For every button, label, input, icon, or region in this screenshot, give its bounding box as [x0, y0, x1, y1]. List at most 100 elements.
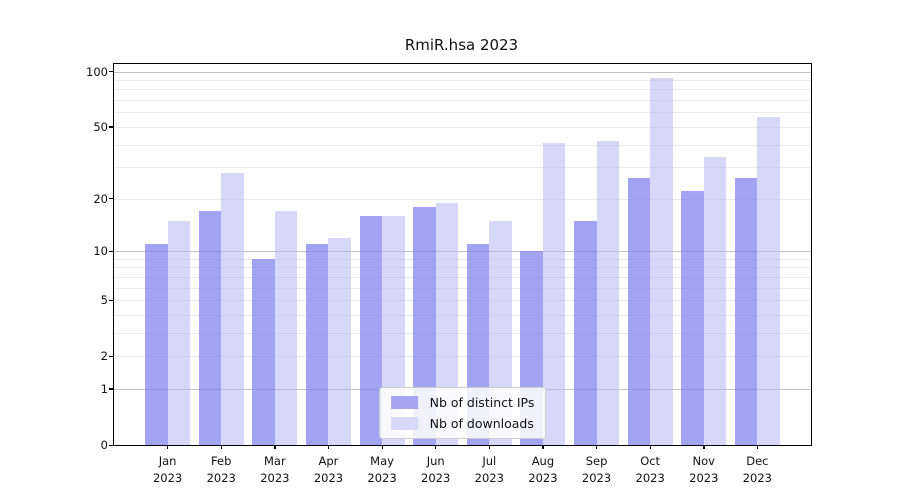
y-minor-gridline: [114, 126, 811, 128]
bar-distinct-ips-mar: [252, 258, 275, 445]
bar-downloads-jun: [435, 202, 459, 445]
y-tick-label: 5: [100, 293, 108, 308]
x-tick-mark: [274, 445, 276, 449]
bar-downloads-sep: [596, 140, 620, 445]
x-tick-mark: [649, 445, 651, 449]
bar-distinct-ips-feb: [198, 211, 222, 445]
x-tick-label: May 2023: [367, 453, 396, 488]
x-tick-label-line: 2023: [635, 471, 665, 486]
bar-downloads-feb: [221, 172, 244, 445]
y-tick-label: 10: [93, 244, 108, 258]
y-minor-gridline: [114, 198, 811, 200]
legend-row-distinct-ips: Nb of distinct IPs: [390, 395, 535, 410]
x-tick-mark: [435, 445, 437, 449]
y-major-gridline: [114, 251, 811, 252]
bar-distinct-ips-jan: [145, 243, 168, 445]
x-tick-label-line: Feb: [211, 454, 232, 468]
x-tick-label-line: Nov: [692, 454, 715, 468]
x-tick-label: Oct 2023: [636, 453, 665, 488]
downloads-swatch-icon: [390, 417, 418, 430]
x-tick-label: Mar 2023: [260, 453, 289, 488]
y-minor-gridline: [114, 287, 811, 289]
y-tick-mark: [108, 71, 113, 73]
x-tick-mark: [756, 445, 759, 449]
y-minor-gridline: [114, 332, 811, 334]
x-tick-label-line: 2023: [367, 471, 397, 486]
y-minor-gridline: [114, 258, 811, 260]
x-tick-mark: [542, 445, 544, 449]
y-tick-label: 1: [100, 381, 108, 396]
y-tick-mark: [108, 250, 113, 252]
bar-distinct-ips-oct: [627, 178, 651, 445]
bar-downloads-jan: [167, 220, 191, 445]
x-tick-label-line: Jul: [482, 454, 497, 468]
x-tick-label-line: Jan: [158, 454, 177, 468]
x-tick-label-line: Aug: [531, 454, 555, 468]
x-tick-label: Jul 2023: [475, 453, 504, 488]
x-tick-label-line: 2023: [528, 471, 558, 486]
bar-downloads-mar: [274, 211, 298, 445]
plot-area: 0 1 2 5 10 20 50 100 Jan 2023 Feb 2023 Mar 2023 Apr 202…: [86, 63, 812, 485]
x-tick-label-line: Apr: [318, 454, 339, 468]
x-tick-label-line: 2023: [742, 471, 773, 486]
x-tick-label-line: Mar: [263, 454, 286, 468]
legend-row-downloads: Nb of downloads: [390, 416, 535, 431]
y-tick-mark: [108, 388, 113, 390]
y-minor-gridline: [114, 112, 811, 114]
y-tick-label: 50: [93, 119, 108, 134]
x-tick-label-line: 2023: [206, 471, 236, 486]
bar-distinct-ips-apr: [305, 243, 329, 445]
y-minor-gridline: [114, 300, 811, 302]
y-tick-mark: [108, 126, 113, 128]
x-tick-label-line: 2023: [474, 471, 504, 486]
x-tick-label-line: 2023: [581, 471, 612, 486]
y-tick-mark: [108, 299, 113, 301]
legend-label-downloads: Nb of downloads: [429, 416, 534, 431]
x-tick-label: Apr 2023: [314, 453, 343, 488]
x-tick-mark: [327, 445, 330, 449]
y-tick-label: 100: [86, 64, 108, 79]
x-tick-label-line: Dec: [746, 454, 769, 468]
x-tick-label: Jun 2023: [421, 453, 450, 488]
x-tick-mark: [703, 445, 705, 449]
legend-label-distinct-ips: Nb of distinct IPs: [429, 395, 535, 410]
x-tick-mark: [596, 445, 598, 449]
x-tick-label-line: Jun: [426, 454, 445, 468]
x-tick-label: Feb 2023: [207, 453, 236, 488]
y-minor-gridline: [114, 314, 811, 316]
x-tick-label-line: 2023: [689, 471, 719, 486]
x-tick-label-line: 2023: [260, 471, 290, 486]
bar-distinct-ips-nov: [681, 191, 704, 445]
y-minor-gridline: [114, 144, 811, 146]
y-tick-mark: [108, 444, 113, 446]
bar-downloads-dec: [757, 116, 780, 445]
x-tick-mark: [167, 445, 169, 449]
bar-downloads-oct: [650, 78, 673, 445]
x-tick-label: Sep 2023: [582, 453, 611, 488]
y-tick-label: 2: [100, 349, 108, 364]
x-tick-label-line: Sep: [585, 454, 608, 468]
y-minor-gridline: [114, 267, 811, 269]
distinct-ips-swatch-icon: [390, 396, 418, 409]
legend: Nb of distinct IPs Nb of downloads: [378, 387, 547, 439]
y-tick-label: 0: [100, 438, 108, 452]
y-tick-mark: [108, 198, 113, 200]
y-tick-label: 20: [93, 191, 108, 206]
bar-downloads-nov: [703, 157, 727, 445]
y-minor-gridline: [114, 276, 811, 278]
bar-distinct-ips-may: [359, 215, 383, 445]
x-tick-label: Jan 2023: [153, 453, 182, 488]
bar-distinct-ips-dec: [734, 178, 758, 445]
y-minor-gridline: [114, 80, 811, 82]
x-tick-mark: [220, 445, 223, 449]
x-tick-label: Aug 2023: [528, 453, 557, 488]
x-tick-label-line: 2023: [152, 471, 183, 486]
y-minor-gridline: [114, 100, 811, 102]
x-tick-label: Nov 2023: [689, 453, 718, 488]
y-minor-gridline: [114, 167, 811, 169]
x-tick-mark: [381, 445, 383, 449]
bar-distinct-ips-jun: [413, 206, 436, 445]
y-minor-gridline: [114, 89, 811, 91]
y-minor-gridline: [114, 356, 811, 358]
